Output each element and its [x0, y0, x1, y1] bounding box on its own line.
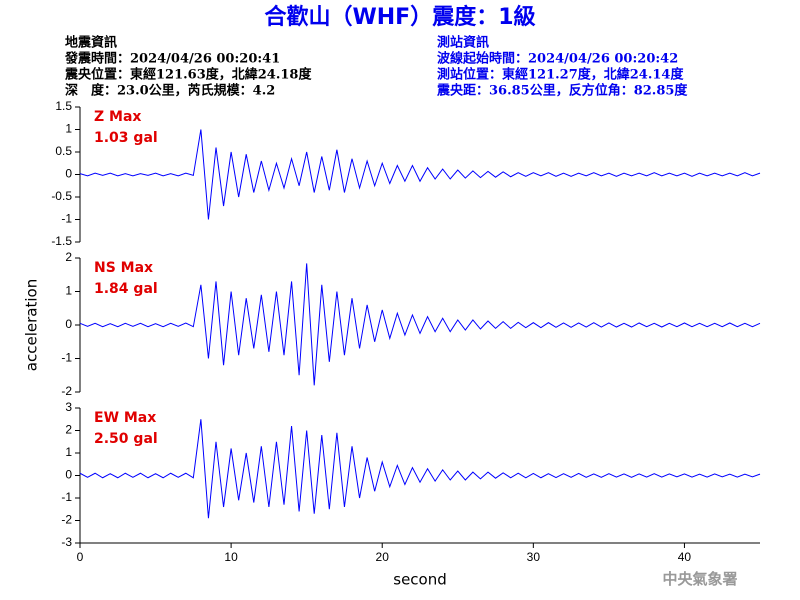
y-tick-label: -3 — [61, 535, 72, 549]
x-tick-label: 0 — [77, 550, 84, 564]
waveform — [79, 263, 761, 386]
y-tick-label: -2 — [61, 513, 72, 527]
y-tick-label: -1 — [61, 490, 72, 504]
chart-title: 合歡山（WHF）震度：1級 — [264, 4, 535, 30]
y-tick-label: 1.5 — [55, 99, 72, 113]
info-line: 震央距：36.85公里，反方位角：82.85度 — [436, 83, 688, 99]
y-tick-label: 0 — [65, 468, 72, 482]
annotation: 1.84 gal — [94, 281, 158, 297]
y-tick-label: -1 — [61, 212, 72, 226]
y-tick-label: -1 — [61, 351, 72, 365]
y-tick-label: -1.5 — [51, 234, 72, 248]
annotation: NS Max — [94, 260, 153, 276]
y-tick-label: 1 — [65, 445, 72, 459]
y-tick-label: 1 — [65, 122, 72, 136]
y-tick-label: 2 — [65, 250, 72, 264]
y-tick-label: -2 — [61, 384, 72, 398]
annotation: 1.03 gal — [94, 130, 158, 146]
x-tick-label: 40 — [678, 550, 692, 564]
waveform — [79, 129, 761, 220]
y-tick-label: 0.5 — [55, 144, 72, 158]
annotation: Z Max — [94, 109, 141, 125]
y-tick-label: 0 — [65, 317, 72, 331]
waveform — [79, 419, 761, 519]
x-axis-label: second — [393, 571, 447, 589]
y-tick-label: 2 — [65, 423, 72, 437]
info-line: 測站位置：東經121.27度，北緯24.14度 — [437, 67, 684, 83]
info-line: 測站資訊 — [437, 35, 489, 51]
info-line: 發震時間：2024/04/26 00:20:41 — [64, 51, 280, 67]
info-line: 地震資訊 — [65, 35, 117, 51]
footer: 中央氣象署 — [662, 570, 737, 588]
info-line: 深 度：23.0公里，芮氏規模：4.2 — [65, 83, 275, 99]
y-axis-label: acceleration — [23, 279, 41, 371]
annotation: 2.50 gal — [94, 431, 158, 447]
y-tick-label: 1 — [65, 284, 72, 298]
info-line: 波線起始時間：2024/04/26 00:20:42 — [437, 51, 678, 67]
y-tick-label: -0.5 — [51, 189, 72, 203]
y-tick-label: 0 — [65, 167, 72, 181]
x-tick-label: 10 — [224, 550, 238, 564]
info-line: 震央位置：東經121.63度，北緯24.18度 — [64, 67, 312, 83]
x-tick-label: 30 — [527, 550, 541, 564]
x-tick-label: 20 — [376, 550, 390, 564]
annotation: EW Max — [94, 410, 156, 426]
y-tick-label: 3 — [65, 400, 72, 414]
